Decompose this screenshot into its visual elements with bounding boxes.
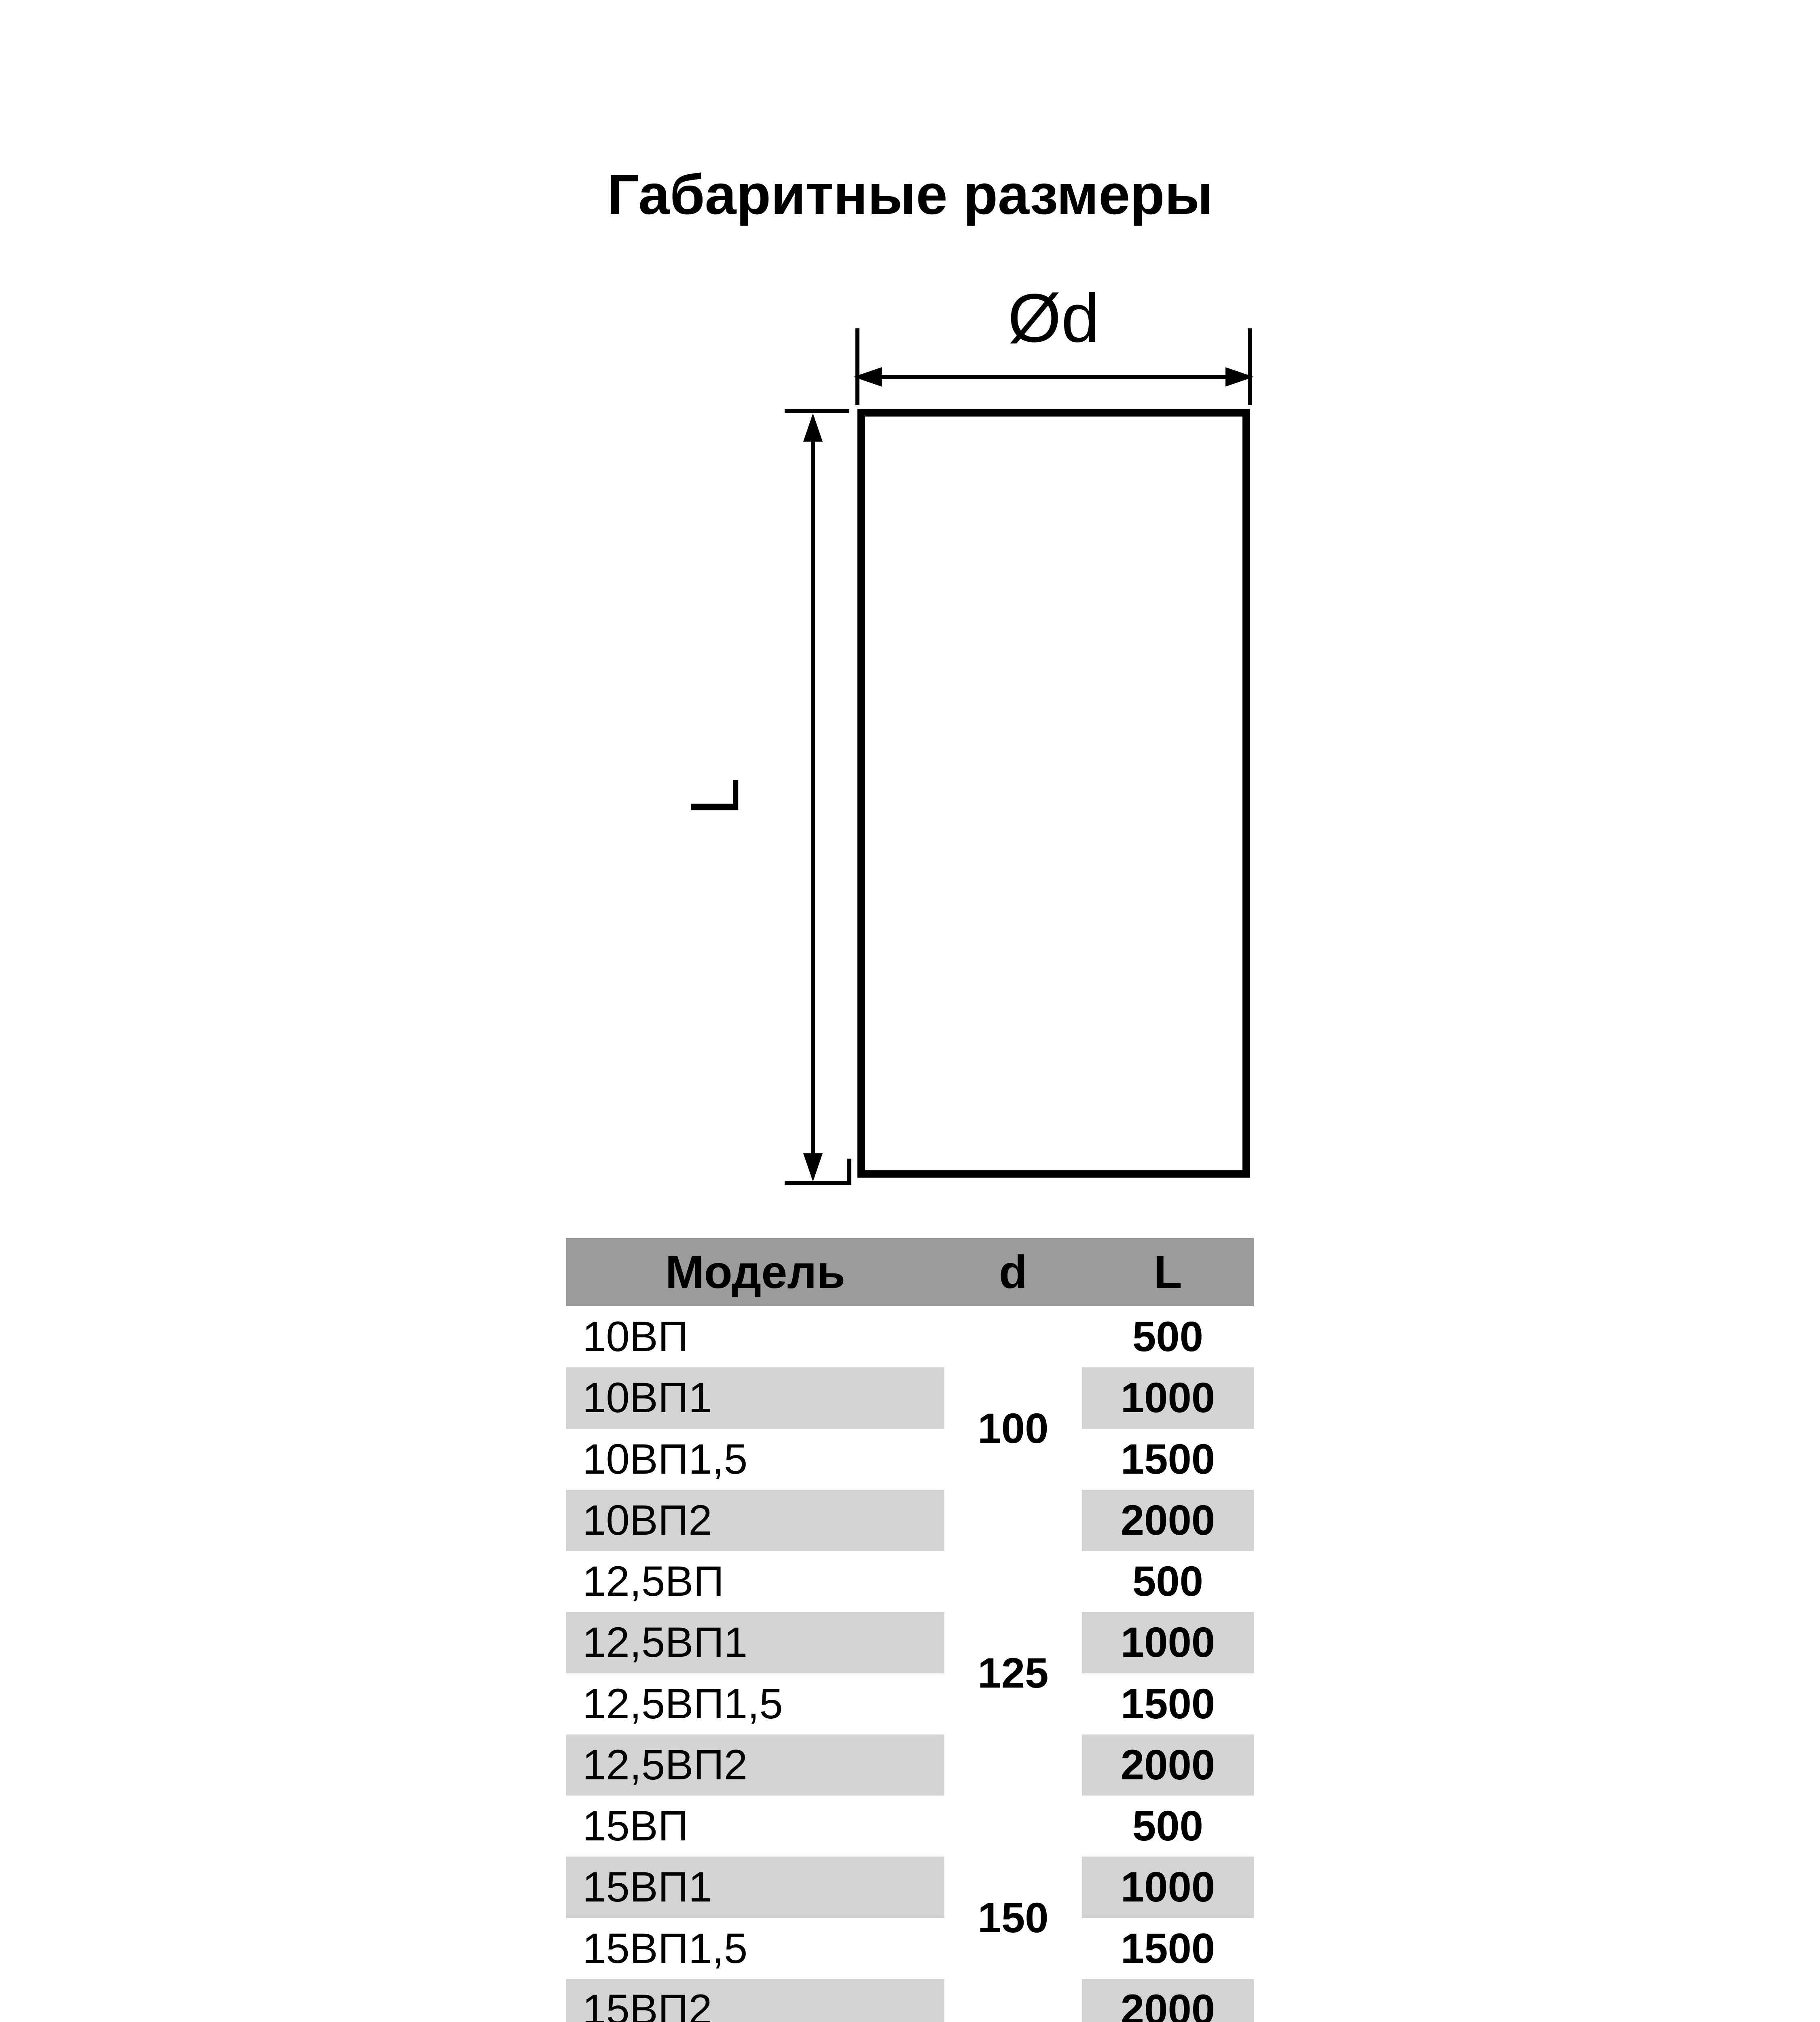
cell-d: 150 <box>944 1796 1082 2022</box>
cell-model: 12,5ВП1 <box>566 1612 944 1673</box>
cell-l: 1500 <box>1082 1429 1254 1490</box>
dimension-diagram: Ød L <box>566 284 1254 1214</box>
cell-l: 1500 <box>1082 1673 1254 1734</box>
cell-model: 15ВП1,5 <box>566 1918 944 1979</box>
cell-l: 1500 <box>1082 1918 1254 1979</box>
cell-l: 2000 <box>1082 1734 1254 1796</box>
cell-model: 12,5ВП <box>566 1551 944 1612</box>
table-row: 10ВП1,5 1500 <box>566 1429 1254 1490</box>
page-title: Габаритные размеры <box>0 162 1820 227</box>
pipe-outline <box>857 409 1250 1178</box>
table-row: 15ВП1 1000 <box>566 1857 1254 1918</box>
cell-model: 15ВП1 <box>566 1857 944 1918</box>
cell-model: 15ВП2 <box>566 1979 944 2022</box>
dimensions-table: Модель d L 10ВП10050010ВП1100010ВП1,5150… <box>566 1238 1254 2022</box>
cell-l: 1000 <box>1082 1367 1254 1428</box>
table-head-row: Модель d L <box>566 1238 1254 1306</box>
cell-model: 10ВП1 <box>566 1367 944 1428</box>
ext-line-top <box>785 409 849 413</box>
ext-line-right <box>1248 328 1252 405</box>
cell-model: 15ВП <box>566 1796 944 1857</box>
cell-l: 2000 <box>1082 1490 1254 1551</box>
table-row: 15ВП150500 <box>566 1796 1254 1857</box>
diameter-arrow <box>853 365 1254 389</box>
table-row: 15ВП2 2000 <box>566 1979 1254 2022</box>
cell-d: 100 <box>944 1306 1082 1551</box>
col-header-model: Модель <box>566 1238 944 1306</box>
table-body: 10ВП10050010ВП1100010ВП1,5150010ВП220001… <box>566 1306 1254 2022</box>
length-arrow <box>801 413 825 1182</box>
cell-model: 10ВП1,5 <box>566 1429 944 1490</box>
cell-l: 2000 <box>1082 1979 1254 2022</box>
cell-model: 10ВП <box>566 1306 944 1367</box>
ext-line-left <box>855 328 859 405</box>
table-row: 15ВП1,5 1500 <box>566 1918 1254 1979</box>
cell-d: 125 <box>944 1551 1082 1796</box>
table-row: 12,5ВП1 1000 <box>566 1612 1254 1673</box>
cell-model: 12,5ВП2 <box>566 1734 944 1796</box>
table-row: 12,5ВП2 2000 <box>566 1734 1254 1796</box>
col-header-d: d <box>944 1238 1082 1306</box>
table-row: 10ВП100500 <box>566 1306 1254 1367</box>
cell-model: 10ВП2 <box>566 1490 944 1551</box>
col-header-l: L <box>1082 1238 1254 1306</box>
cell-l: 1000 <box>1082 1857 1254 1918</box>
table-row: 12,5ВП125500 <box>566 1551 1254 1612</box>
table-row: 10ВП2 2000 <box>566 1490 1254 1551</box>
length-label: L <box>675 778 754 816</box>
cell-l: 500 <box>1082 1306 1254 1367</box>
page: Габаритные размеры Ød L Модель d L <box>0 0 1820 2022</box>
table-row: 12,5ВП1,5 1500 <box>566 1673 1254 1734</box>
cell-l: 500 <box>1082 1796 1254 1857</box>
diameter-label: Ød <box>857 284 1250 353</box>
table-row: 10ВП1 1000 <box>566 1367 1254 1428</box>
cell-model: 12,5ВП1,5 <box>566 1673 944 1734</box>
cell-l: 500 <box>1082 1551 1254 1612</box>
cell-l: 1000 <box>1082 1612 1254 1673</box>
